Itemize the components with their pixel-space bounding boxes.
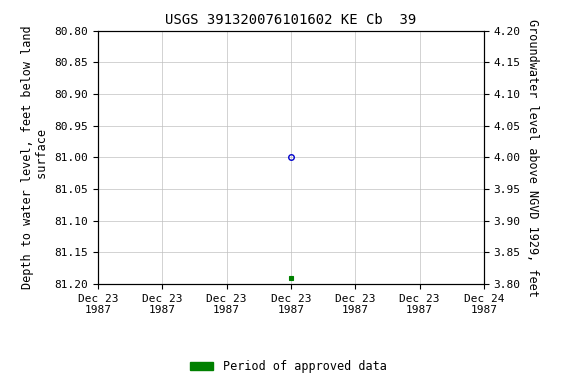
Title: USGS 391320076101602 KE Cb  39: USGS 391320076101602 KE Cb 39 — [165, 13, 416, 27]
Y-axis label: Depth to water level, feet below land
 surface: Depth to water level, feet below land su… — [21, 26, 49, 289]
Legend: Period of approved data: Period of approved data — [185, 356, 391, 378]
Y-axis label: Groundwater level above NGVD 1929, feet: Groundwater level above NGVD 1929, feet — [526, 18, 539, 296]
